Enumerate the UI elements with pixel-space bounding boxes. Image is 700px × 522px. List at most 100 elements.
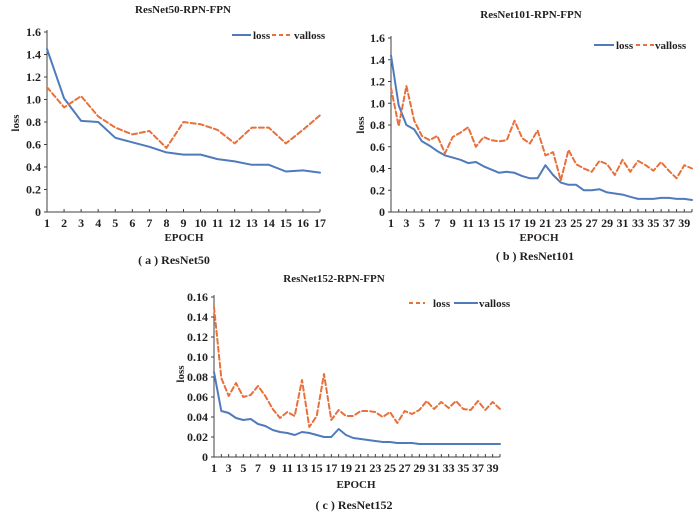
y-tick-label: 0.06 (187, 390, 208, 404)
chart-title: ResNet152-RPN-FPN (283, 273, 384, 285)
x-tick-label: 35 (647, 216, 659, 230)
x-tick-label: 12 (229, 216, 241, 230)
x-tick-label: 27 (586, 216, 598, 230)
y-tick-label: 0.4 (26, 160, 41, 174)
y-tick-label: 0.8 (26, 115, 41, 129)
y-tick-label: 0.02 (187, 430, 208, 444)
x-tick-label: 1 (211, 461, 217, 475)
series-line-valloss (46, 86, 321, 149)
x-tick-label: 7 (255, 461, 261, 475)
x-tick-label: 6 (129, 216, 135, 230)
x-tick-label: 17 (508, 216, 520, 230)
x-tick-label: 15 (280, 216, 292, 230)
y-tick-label: 0.10 (187, 350, 208, 364)
x-tick-label: 9 (450, 216, 456, 230)
x-tick-label: 1 (388, 216, 394, 230)
y-tick-label: 0.2 (26, 183, 41, 197)
chart-title: ResNet101-RPN-FPN (480, 9, 581, 21)
y-tick-label: 0.08 (187, 370, 208, 384)
x-tick-label: 5 (240, 461, 246, 475)
series-line-valloss (390, 84, 693, 182)
x-tick-label: 13 (478, 216, 490, 230)
y-axis-label: loss (10, 114, 22, 132)
x-tick-label: 5 (112, 216, 118, 230)
x-tick-label: 16 (297, 216, 309, 230)
y-tick-label: 0.8 (370, 118, 385, 132)
x-tick-label: 21 (539, 216, 551, 230)
y-tick-label: 0 (202, 450, 208, 464)
x-tick-label: 33 (632, 216, 644, 230)
legend-label-loss: loss (253, 30, 271, 42)
x-tick-label: 37 (472, 461, 484, 475)
axes: 00.20.40.60.81.01.21.41.61 2 3 4 5 6 7 8 9 10 11 12… (26, 25, 326, 230)
y-tick-label: 1.2 (370, 75, 385, 89)
x-tick-label: 13 (296, 461, 308, 475)
legend-label-loss: loss (433, 298, 451, 310)
x-tick-label: 11 (282, 461, 293, 475)
plot-area (213, 306, 501, 445)
x-tick-label: 3 (78, 216, 84, 230)
legend: loss valloss (594, 40, 687, 52)
y-tick-label: 0.6 (26, 138, 41, 152)
caption: ( c ) ResNet152 (316, 498, 393, 512)
x-tick-label: 11 (212, 216, 223, 230)
x-axis-label: EPOCH (519, 232, 559, 244)
x-tick-label: 13 (246, 216, 258, 230)
x-tick-label: 9 (270, 461, 276, 475)
y-tick-label: 1.2 (26, 70, 41, 84)
y-tick-label: 0.6 (370, 140, 385, 154)
y-tick-label: 0 (35, 205, 41, 219)
x-tick-label: 19 (340, 461, 352, 475)
y-axis-label: loss (355, 116, 367, 134)
chart-resnet152: ResNet152-RPN-FPN loss EPOCH ( c ) ResNe… (175, 273, 511, 512)
x-tick-label: 10 (195, 216, 207, 230)
x-tick-label: 27 (399, 461, 411, 475)
x-tick-label: 1 (44, 216, 50, 230)
y-axis-label: loss (175, 365, 187, 383)
x-tick-label: 15 (311, 461, 323, 475)
x-tick-label: 4 (95, 216, 101, 230)
x-tick-label: 2 (61, 216, 67, 230)
legend: loss valloss (232, 30, 326, 42)
x-tick-label: 19 (524, 216, 536, 230)
y-tick-label: 0 (379, 205, 385, 219)
x-tick-label: 23 (369, 461, 381, 475)
chart-resnet101: ResNet101-RPN-FPN loss EPOCH ( b ) ResNe… (355, 9, 693, 263)
axes: 00.020.040.060.080.100.120.140.161 3 5 7 9 11… (187, 290, 501, 475)
plot-area (46, 47, 321, 174)
y-tick-label: 0.04 (187, 410, 208, 424)
x-tick-label: 35 (457, 461, 469, 475)
plot-area (390, 54, 693, 201)
y-tick-label: 0.12 (187, 330, 208, 344)
x-tick-label: 39 (678, 216, 690, 230)
y-tick-label: 1.0 (26, 93, 41, 107)
series-line-loss (46, 47, 321, 174)
x-axis-label: EPOCH (164, 232, 204, 244)
x-tick-label: 21 (355, 461, 367, 475)
x-tick-label: 37 (663, 216, 675, 230)
y-tick-label: 1.4 (26, 48, 41, 62)
x-tick-label: 17 (325, 461, 337, 475)
x-tick-label: 8 (163, 216, 169, 230)
y-tick-label: 0.14 (187, 310, 208, 324)
legend: loss valloss (409, 298, 511, 310)
x-tick-label: 31 (428, 461, 440, 475)
x-tick-label: 7 (434, 216, 440, 230)
x-tick-label: 31 (617, 216, 629, 230)
legend-label-valloss: valloss (655, 40, 687, 52)
x-axis-label: EPOCH (336, 479, 376, 491)
legend-label-loss: loss (616, 40, 634, 52)
chart-title: ResNet50-RPN-FPN (135, 4, 231, 16)
x-tick-label: 17 (314, 216, 326, 230)
x-tick-label: 11 (463, 216, 474, 230)
legend-label-valloss: valloss (294, 30, 326, 42)
axes: 00.20.40.60.81.01.21.41.61 3 5 7 9 11 13 15 17 19… (370, 31, 693, 230)
y-tick-label: 1.6 (26, 25, 41, 39)
y-tick-label: 0.4 (370, 162, 385, 176)
x-tick-label: 25 (570, 216, 582, 230)
x-tick-label: 3 (403, 216, 409, 230)
x-tick-label: 25 (384, 461, 396, 475)
x-tick-label: 33 (443, 461, 455, 475)
chart-resnet50: ResNet50-RPN-FPN loss EPOCH ( a ) ResNet… (10, 4, 326, 267)
